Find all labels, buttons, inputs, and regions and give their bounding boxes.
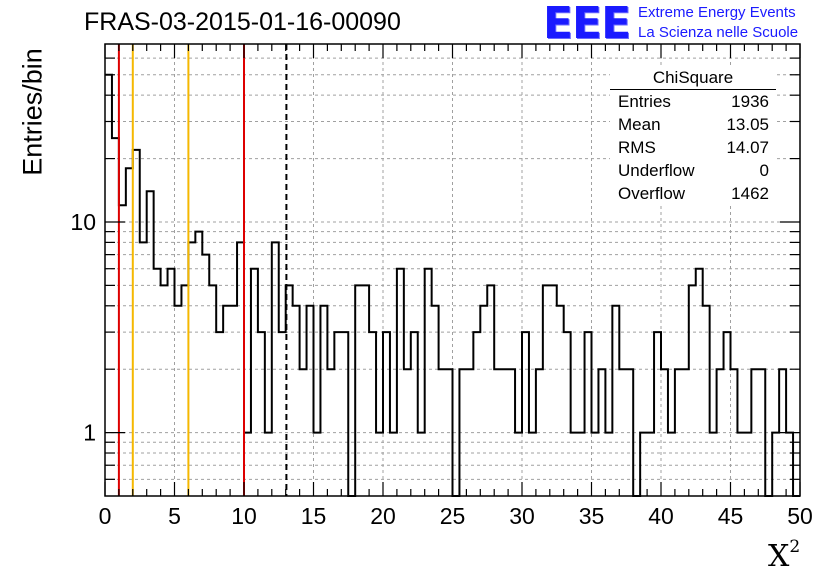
stats-row-overflow: Overflow 1462 (610, 182, 776, 205)
stats-row-underflow: Underflow 0 (610, 159, 776, 182)
x-tick-label: 50 (787, 503, 813, 529)
logo-text-line2: La Scienza nelle Scuole (638, 24, 799, 41)
x-tick-label: 20 (370, 503, 396, 529)
stats-row-entries: Entries 1936 (610, 90, 776, 113)
stats-box: ChiSquare Entries 1936 Mean 13.05 RMS 14.07… (610, 66, 776, 205)
stats-row-rms: RMS 14.07 (610, 136, 776, 159)
stats-value: 13.05 (726, 115, 769, 134)
chart-title: FRAS-03-2015-01-16-00090 (84, 8, 401, 36)
stats-label: Mean (618, 115, 661, 134)
stats-value: 1462 (731, 184, 769, 203)
x-tick-label: 15 (301, 503, 327, 529)
x-axis-label: X2 (768, 537, 801, 574)
stats-label: Underflow (618, 161, 695, 180)
x-tick-label: 10 (231, 503, 257, 529)
stats-label: RMS (618, 138, 656, 157)
histogram-line (105, 73, 800, 497)
stats-label: Overflow (618, 184, 686, 203)
x-tick-label: 30 (509, 503, 535, 529)
stats-title: ChiSquare (610, 66, 776, 90)
y-tick-label: 10 (70, 209, 96, 235)
x-tick-label: 25 (440, 503, 466, 529)
logo-text-line1: Extreme Energy Events (638, 4, 796, 21)
stats-label: Entries (618, 92, 671, 111)
eee-logo: EEE (543, 0, 631, 49)
y-axis-label: Entries/bin (17, 48, 48, 176)
x-tick-label: 40 (648, 503, 674, 529)
y-tick-label: 1 (83, 420, 96, 446)
stats-value: 1936 (731, 92, 769, 111)
x-tick-label: 35 (579, 503, 605, 529)
x-tick-label: 0 (99, 503, 112, 529)
x-tick-label: 45 (718, 503, 744, 529)
x-tick-label: 5 (168, 503, 181, 529)
stats-value: 14.07 (726, 138, 769, 157)
stats-row-mean: Mean 13.05 (610, 113, 776, 136)
stats-value: 0 (759, 161, 769, 180)
